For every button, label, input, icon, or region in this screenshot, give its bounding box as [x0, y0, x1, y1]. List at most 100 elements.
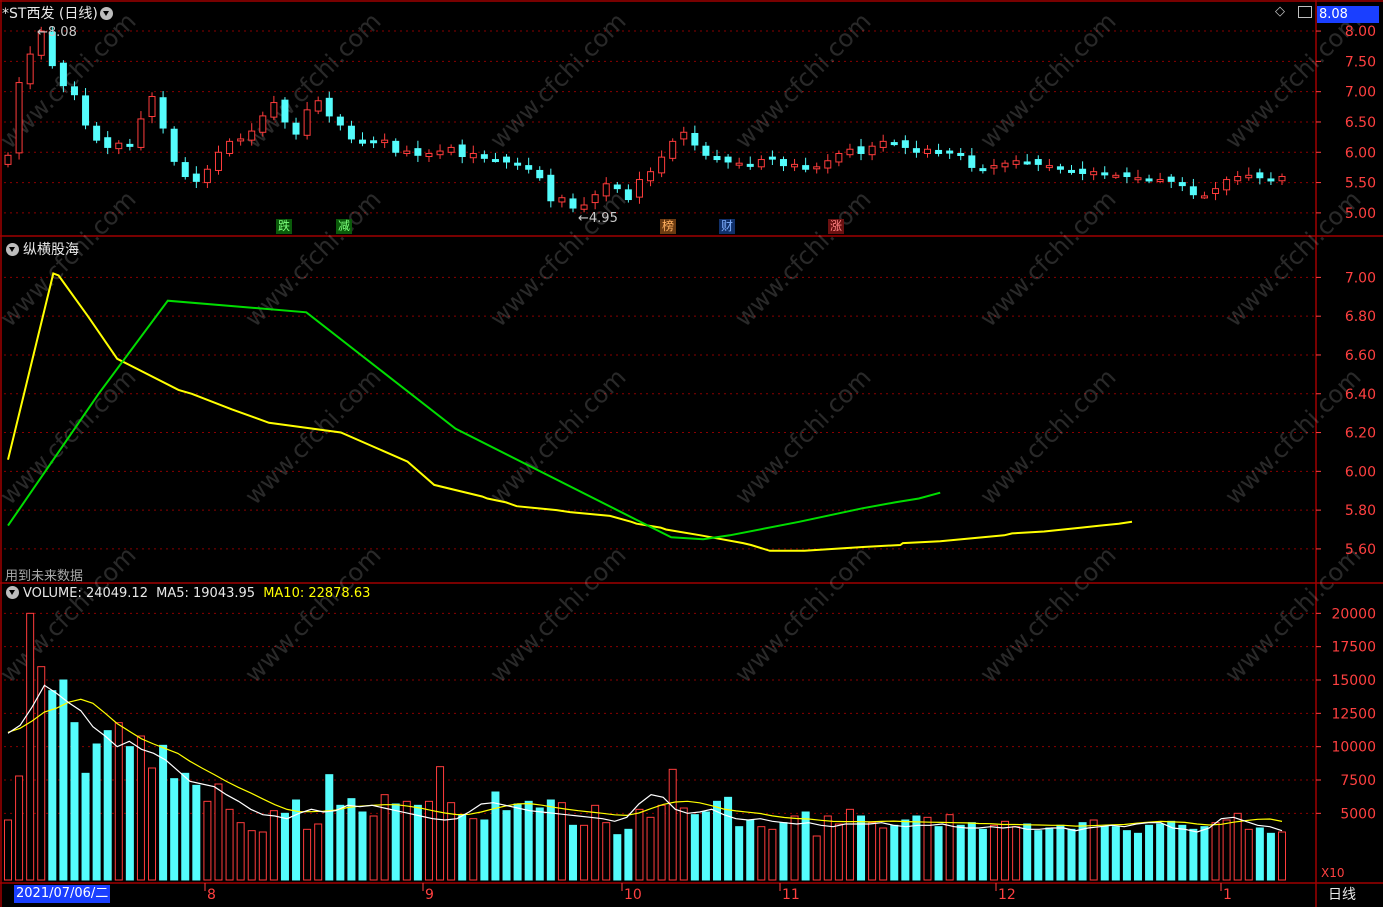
- volume-bar-up: [114, 722, 123, 881]
- period-button[interactable]: 日线: [1328, 887, 1356, 903]
- volume-bar-down: [280, 812, 289, 881]
- event-tag-jian[interactable]: 减: [336, 219, 353, 234]
- volume-bar-down: [524, 800, 533, 881]
- candle-up: [425, 152, 433, 158]
- volume-bar-down: [1266, 832, 1275, 881]
- candle-down: [1267, 178, 1275, 182]
- month-label: 1: [1223, 887, 1232, 903]
- volume-bar-up: [314, 823, 323, 881]
- volume-bar-up: [148, 767, 157, 881]
- ma10-value: MA10: 22878.63: [263, 586, 371, 601]
- candle-up: [757, 159, 765, 168]
- candle-down: [126, 143, 134, 147]
- event-tag-zhang-text: 涨: [830, 219, 843, 233]
- volume-bar-down: [1122, 830, 1131, 881]
- volume-bar-up: [768, 828, 777, 881]
- volume-bar-down: [701, 811, 710, 881]
- volume-bar-down: [690, 814, 699, 881]
- event-tag-die[interactable]: 跌: [276, 219, 293, 234]
- candle-down: [503, 156, 511, 163]
- candle-up: [923, 148, 931, 154]
- diamond-icon[interactable]: ◇: [1275, 4, 1285, 19]
- volume-bar-up: [845, 808, 854, 881]
- candle-down: [724, 156, 732, 163]
- volume-bar-down: [391, 803, 400, 881]
- volume-bar-up: [1222, 819, 1231, 881]
- watermark-text: www.cfchi.com: [729, 541, 876, 688]
- volume-bar-down: [358, 811, 367, 881]
- volume-bar-down: [81, 772, 90, 881]
- volume-bar-down: [92, 743, 101, 881]
- low-arrow-icon: ←: [578, 211, 589, 226]
- candle-down: [70, 86, 78, 96]
- volume-bar-up: [790, 815, 799, 881]
- volume-bar-up: [1278, 831, 1286, 881]
- candle-up: [214, 151, 222, 171]
- future-data-note: 用到未来数据: [5, 569, 84, 584]
- volume-bar-down: [724, 796, 733, 881]
- price-tick-label: 7.00: [1345, 85, 1376, 101]
- volume-bar-up: [1211, 822, 1220, 881]
- candle-up: [846, 148, 854, 156]
- window-toggle-icon[interactable]: [1298, 6, 1312, 18]
- candle-up: [237, 138, 245, 142]
- low-price-label: ←4.95: [578, 211, 618, 226]
- candle-down: [946, 150, 954, 154]
- volume-bar-up: [602, 822, 611, 881]
- volume-bar-down: [170, 778, 179, 881]
- volume-bar-down: [1067, 828, 1076, 881]
- volume-bar-up: [369, 815, 378, 881]
- volume-menu-icon[interactable]: [6, 586, 19, 599]
- indicator-tick-label: 6.60: [1345, 348, 1376, 364]
- volume-bar-up: [203, 800, 212, 881]
- candle-down: [1178, 182, 1186, 187]
- candle-down: [979, 168, 987, 172]
- y-axis-ticks: 8.00 7.50 7.00 6.50 6.00 5.50 5.00 7.00 6.80 6.60…: [1316, 24, 1376, 822]
- volume-bar-up: [37, 666, 46, 881]
- x-axis-start-label[interactable]: 2021/07/06/二: [14, 885, 111, 903]
- price-panel-header: *ST西发 (日线): [2, 3, 117, 23]
- volume-bar-up: [436, 766, 445, 881]
- candle-down: [779, 159, 787, 167]
- candle-down: [336, 116, 344, 126]
- volume-bar-up: [1089, 819, 1098, 881]
- candle-up: [1134, 177, 1142, 181]
- candle-up: [647, 171, 655, 182]
- volume-bar-down: [103, 730, 112, 881]
- volume-bar-up: [1012, 826, 1021, 881]
- candle-up: [1278, 176, 1286, 182]
- volume-bar-down: [1100, 826, 1109, 881]
- candle-up: [990, 165, 998, 169]
- candle-down: [691, 132, 699, 146]
- candle-up: [381, 139, 389, 144]
- event-tag-bang[interactable]: 榜: [660, 219, 677, 234]
- volume-bar-down: [1034, 830, 1043, 881]
- stock-menu-icon[interactable]: [99, 7, 113, 20]
- candle-up: [813, 166, 821, 170]
- watermark-text: www.cfchi.com: [974, 185, 1121, 332]
- candle-down: [370, 140, 378, 144]
- volume-bar-down: [1045, 827, 1054, 881]
- candle-down: [159, 97, 167, 129]
- candle-up: [658, 156, 666, 174]
- volume-bar-down: [292, 799, 301, 881]
- volume-bar-up: [225, 808, 234, 881]
- candle-up: [1212, 188, 1220, 194]
- volume-bar-down: [347, 798, 356, 881]
- candle-down: [536, 169, 544, 179]
- candle-down: [1123, 172, 1131, 178]
- volume-bar-down: [1255, 827, 1264, 881]
- volume-bar-up: [757, 826, 766, 881]
- indicator-menu-icon[interactable]: [6, 243, 19, 256]
- price-tick-label: 7.50: [1345, 54, 1376, 70]
- watermark-text: www.cfchi.com: [0, 363, 141, 510]
- candle-up: [591, 194, 599, 204]
- volume-bar-up: [945, 814, 954, 881]
- event-tag-cai[interactable]: 财: [719, 219, 736, 234]
- candle-up: [270, 102, 278, 118]
- candle-down: [347, 125, 355, 140]
- volume-bar-down: [458, 814, 467, 881]
- volume-bar-down: [857, 815, 866, 881]
- event-tag-zhang[interactable]: 涨: [828, 219, 845, 234]
